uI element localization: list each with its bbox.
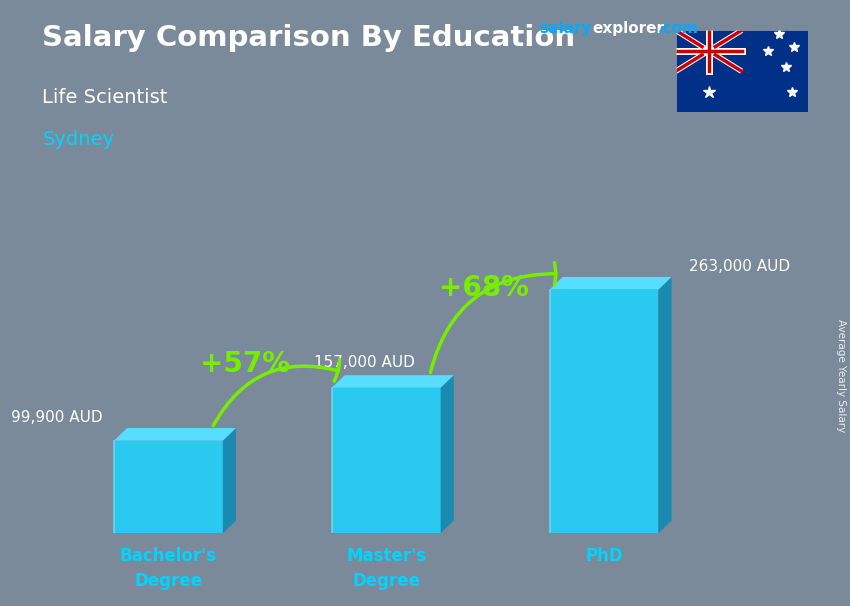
Text: .com: .com	[658, 21, 699, 36]
FancyBboxPatch shape	[332, 388, 440, 533]
Polygon shape	[659, 277, 672, 533]
Text: 99,900 AUD: 99,900 AUD	[11, 410, 103, 425]
Text: +68%: +68%	[439, 275, 530, 302]
Polygon shape	[332, 375, 454, 388]
Text: Life Scientist: Life Scientist	[42, 88, 167, 107]
Text: salary: salary	[540, 21, 592, 36]
FancyBboxPatch shape	[114, 441, 223, 533]
FancyBboxPatch shape	[676, 30, 807, 112]
Text: Average Yearly Salary: Average Yearly Salary	[836, 319, 846, 432]
FancyBboxPatch shape	[550, 290, 659, 533]
Polygon shape	[550, 277, 672, 290]
Text: 263,000 AUD: 263,000 AUD	[689, 259, 790, 274]
Polygon shape	[440, 375, 454, 533]
Text: Sydney: Sydney	[42, 130, 115, 149]
Polygon shape	[223, 428, 236, 533]
Text: Salary Comparison By Education: Salary Comparison By Education	[42, 24, 575, 52]
Text: +57%: +57%	[200, 350, 290, 378]
Polygon shape	[114, 428, 236, 441]
Text: explorer: explorer	[592, 21, 665, 36]
Text: 157,000 AUD: 157,000 AUD	[314, 356, 415, 370]
